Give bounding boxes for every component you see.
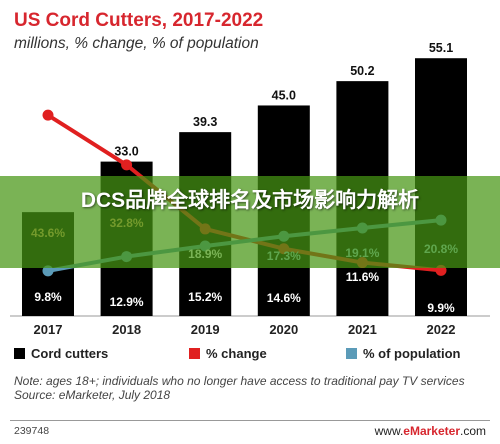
note-text: Note: ages 18+; individuals who no longe… bbox=[14, 374, 465, 388]
pct-population-point-2017 bbox=[42, 265, 54, 277]
x-tick-label-2018: 2018 bbox=[112, 322, 141, 337]
x-tick-label-2019: 2019 bbox=[191, 322, 220, 337]
site-suffix: .com bbox=[459, 424, 486, 438]
legend: Cord cutters % change % of population bbox=[14, 346, 484, 362]
source-text: Source: eMarketer, July 2018 bbox=[14, 388, 171, 402]
bar-label-2021: 50.2 bbox=[350, 64, 374, 78]
legend-item-pct-population: % of population bbox=[346, 346, 460, 361]
legend-item-cord-cutters: Cord cutters bbox=[14, 346, 108, 361]
pct-change-label-2021: 11.6% bbox=[346, 270, 380, 284]
pct-change-label-2020: 14.6% bbox=[267, 291, 301, 305]
pct-change-point-2018 bbox=[121, 159, 133, 171]
legend-swatch-pct-population bbox=[346, 348, 357, 359]
pct-change-label-2022: 9.9% bbox=[427, 301, 455, 315]
bar-label-2018: 33.0 bbox=[114, 145, 138, 159]
legend-swatch-pct-change bbox=[189, 348, 200, 359]
bar-label-2022: 55.1 bbox=[429, 41, 453, 55]
overlay-banner bbox=[0, 176, 500, 268]
chart-id: 239748 bbox=[14, 425, 50, 437]
legend-item-pct-change: % change bbox=[189, 346, 267, 361]
pct-population-label-2019: 15.2% bbox=[188, 290, 222, 304]
chart-note: Note: ages 18+; individuals who no longe… bbox=[14, 374, 484, 402]
pct-change-point-2017 bbox=[42, 109, 54, 121]
legend-label-pct-population: % of population bbox=[363, 346, 461, 361]
site-brand: eMarketer bbox=[403, 424, 460, 438]
pct-population-label-2018: 12.9% bbox=[110, 295, 144, 309]
chart-subtitle: millions, % change, % of population bbox=[14, 35, 259, 52]
legend-label-cord-cutters: Cord cutters bbox=[31, 346, 109, 361]
x-tick-label-2021: 2021 bbox=[348, 322, 377, 337]
footer-site-link[interactable]: www.eMarketer.com bbox=[375, 424, 486, 438]
bar-label-2019: 39.3 bbox=[193, 115, 217, 129]
bar-label-2020: 45.0 bbox=[272, 88, 296, 102]
chart-title: US Cord Cutters, 2017-2022 bbox=[14, 10, 264, 31]
x-tick-label-2022: 2022 bbox=[427, 322, 456, 337]
legend-label-pct-change: % change bbox=[206, 346, 267, 361]
overlay-banner-text: DCS品牌全球排名及市场影响力解析 bbox=[80, 189, 420, 212]
footer-divider bbox=[10, 420, 490, 421]
pct-population-label-2017: 9.8% bbox=[34, 290, 62, 304]
site-prefix: www. bbox=[374, 424, 404, 438]
x-tick-label-2017: 2017 bbox=[34, 322, 63, 337]
legend-swatch-cord-cutters bbox=[14, 348, 25, 359]
x-tick-label-2020: 2020 bbox=[269, 322, 298, 337]
